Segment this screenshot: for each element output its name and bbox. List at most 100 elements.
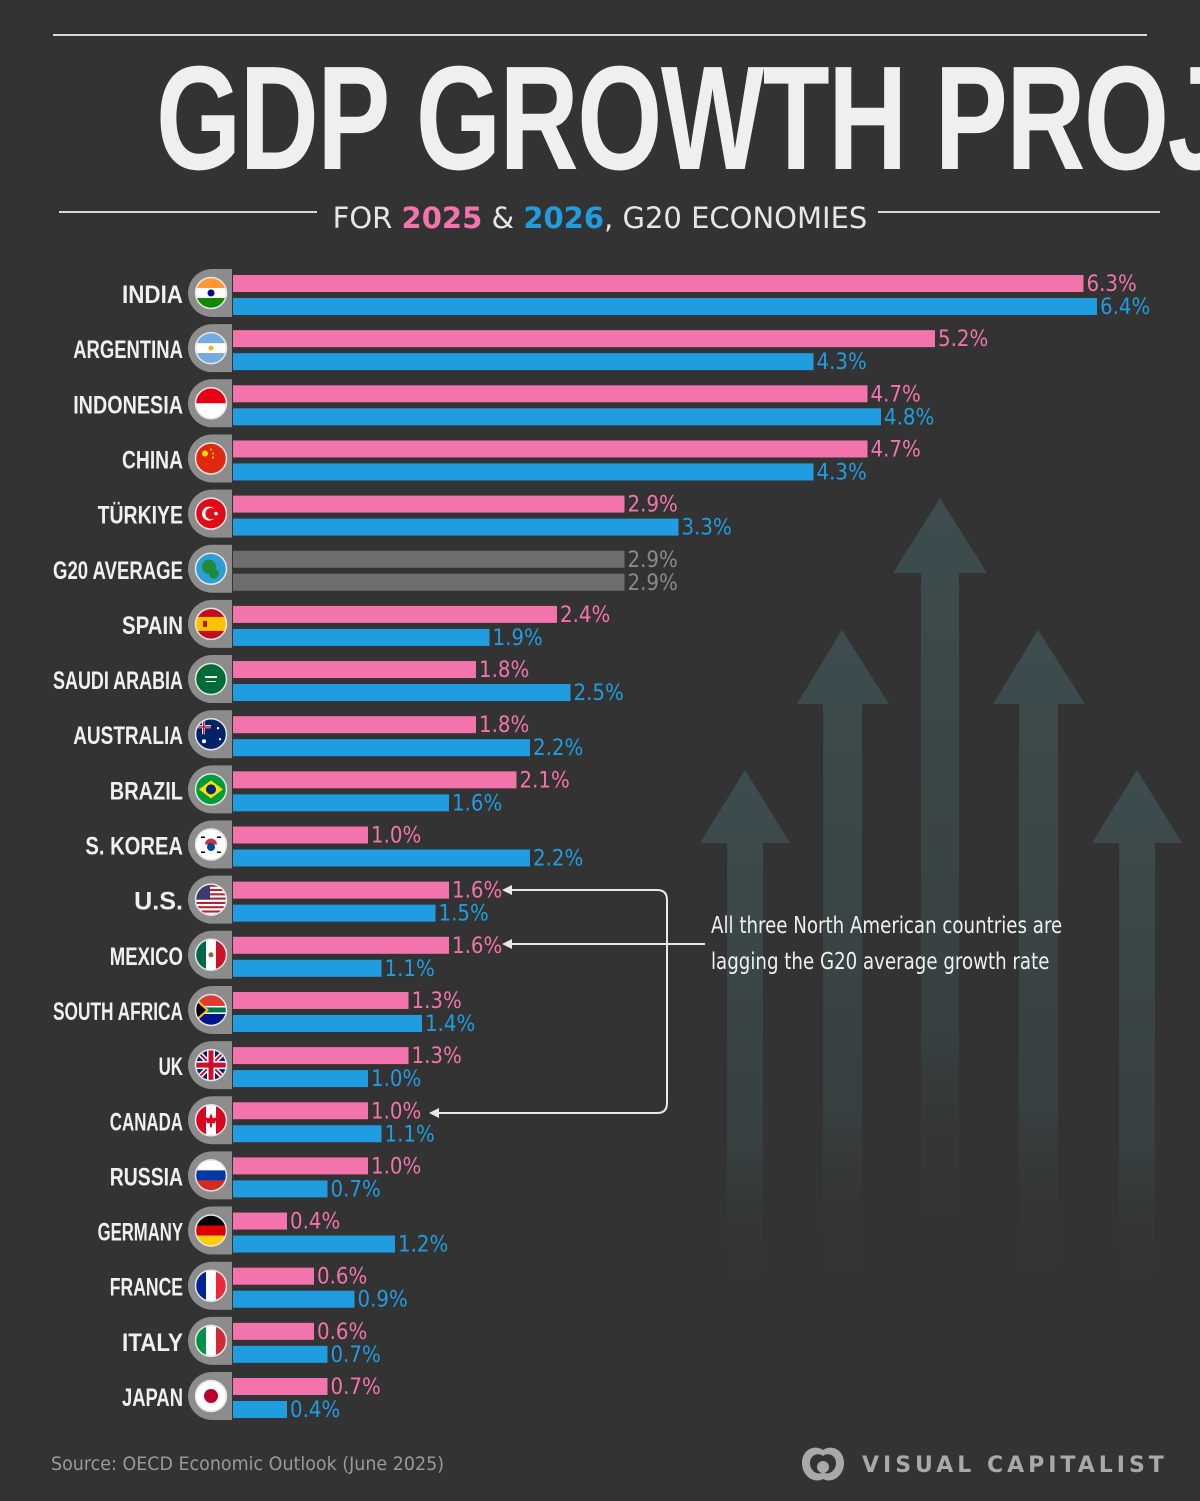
category-label: UK	[159, 1053, 183, 1081]
value-label-2025: 0.6%	[317, 1320, 367, 1345]
value-label-2025: 4.7%	[871, 437, 921, 462]
bar-2026	[233, 628, 490, 646]
value-label-2025: 1.0%	[371, 1154, 421, 1179]
value-label-2025: 1.3%	[412, 989, 462, 1014]
value-label-2026: 2.2%	[533, 736, 583, 761]
subtitle-suffix: , G20 ECONOMIES	[604, 201, 868, 235]
bar-2026	[233, 684, 571, 702]
uk-flag-icon	[194, 1048, 228, 1082]
bar-2026	[233, 1345, 328, 1363]
bar-2026	[233, 518, 679, 536]
bar-2025	[233, 991, 409, 1009]
value-label-2025: 2.1%	[520, 768, 570, 793]
bar-2026	[233, 959, 382, 977]
page-title: GDP GROWTH PROJECTIONS	[156, 36, 1200, 201]
bar-2025	[233, 495, 625, 513]
bg-arrow-icon	[797, 630, 889, 1300]
value-label-2026: 1.1%	[385, 957, 435, 982]
bar-2026	[233, 1235, 395, 1253]
china-flag-icon	[194, 442, 228, 475]
value-label-2025: 5.2%	[938, 327, 988, 352]
value-label-2026: 0.7%	[331, 1343, 381, 1368]
bar-2025	[233, 936, 449, 954]
bar-2026	[233, 353, 814, 371]
top-rule	[53, 34, 1147, 36]
value-label-2026: 1.6%	[452, 791, 502, 816]
value-label-2025: 0.6%	[317, 1265, 367, 1290]
category-label: BRAZIL	[110, 777, 183, 805]
bar-2025	[233, 1157, 368, 1175]
bar-2026	[233, 573, 625, 591]
bg-arrow-icon	[700, 770, 790, 1300]
bar-2026	[233, 1014, 422, 1032]
source-note: Source: OECD Economic Outlook (June 2025…	[51, 1453, 445, 1475]
bg-arrow-icon	[993, 630, 1085, 1300]
value-label-2026: 3.3%	[682, 516, 732, 541]
brand-name: VISUAL CAPITALIST	[862, 1452, 1168, 1478]
value-label-2025: 0.7%	[331, 1375, 381, 1400]
indonesia-flag-icon	[194, 387, 228, 420]
category-label: ARGENTINA	[73, 336, 183, 364]
value-label-2025: 1.8%	[479, 658, 529, 683]
bg-arrow-icon	[893, 498, 987, 1250]
value-label-2025: 1.3%	[412, 1044, 462, 1069]
category-label: INDIA	[122, 281, 183, 309]
subtitle-rule-left	[59, 211, 317, 213]
value-label-2025: 4.7%	[871, 382, 921, 407]
category-label: AUSTRALIA	[73, 722, 183, 750]
bar-2026	[233, 1125, 382, 1143]
bar-2025	[233, 605, 557, 623]
category-label: U.S.	[134, 888, 183, 916]
bar-2026	[233, 794, 449, 812]
visual-capitalist-logo-icon	[802, 1447, 844, 1481]
value-label-2026: 1.0%	[371, 1067, 421, 1092]
value-label-2025: 1.6%	[452, 879, 502, 904]
value-label-2026: 1.2%	[398, 1233, 448, 1258]
bar-2025	[233, 771, 517, 789]
japan-flag-icon	[194, 1379, 228, 1413]
bar-2026	[233, 1180, 328, 1198]
category-label: CANADA	[110, 1108, 183, 1136]
turkiye-flag-icon	[194, 497, 228, 530]
value-label-2026: 1.1%	[385, 1122, 435, 1147]
value-label-2025: 2.9%	[628, 493, 678, 518]
italy-flag-icon	[194, 1324, 228, 1358]
category-label: FRANCE	[110, 1274, 183, 1302]
subtitle-prefix: FOR	[332, 201, 402, 235]
value-label-2025: 1.0%	[371, 1099, 421, 1124]
value-label-2025: 6.3%	[1087, 272, 1137, 297]
value-label-2026: 2.2%	[533, 847, 583, 872]
bar-2025	[233, 1212, 287, 1230]
south-korea-flag-icon	[194, 828, 228, 861]
annotation-text: All three North American countries are l…	[711, 908, 1098, 980]
mexico-flag-icon	[194, 938, 228, 972]
bar-2025	[233, 440, 868, 458]
category-label: SAUDI ARABIA	[53, 667, 183, 695]
category-label: ITALY	[122, 1329, 183, 1357]
globe-flag-icon	[194, 552, 228, 585]
subtitle-amp: &	[482, 201, 524, 235]
russia-flag-icon	[194, 1159, 228, 1192]
bar-2025	[233, 716, 476, 734]
bar-2026	[233, 904, 436, 922]
bar-2026	[233, 1070, 368, 1088]
bar-2026	[233, 1401, 287, 1418]
south-africa-flag-icon	[194, 993, 228, 1027]
bar-2025	[233, 826, 368, 844]
bar-2025	[233, 330, 935, 348]
bar-2025	[233, 881, 449, 899]
value-label-2025: 2.9%	[628, 548, 678, 573]
value-label-2026: 0.9%	[358, 1288, 408, 1313]
brazil-flag-icon	[194, 773, 228, 806]
bar-2025	[233, 550, 625, 568]
bar-2025	[233, 1378, 328, 1395]
legend-2025: 2025	[401, 201, 483, 235]
saudi-arabia-flag-icon	[194, 662, 228, 696]
bar-2025	[233, 661, 476, 679]
value-label-2026: 0.4%	[290, 1398, 340, 1423]
bg-arrow-icon	[1092, 770, 1182, 1300]
bar-2025	[233, 1322, 314, 1340]
value-label-2026: 4.3%	[817, 350, 867, 375]
category-label: GERMANY	[98, 1219, 184, 1247]
